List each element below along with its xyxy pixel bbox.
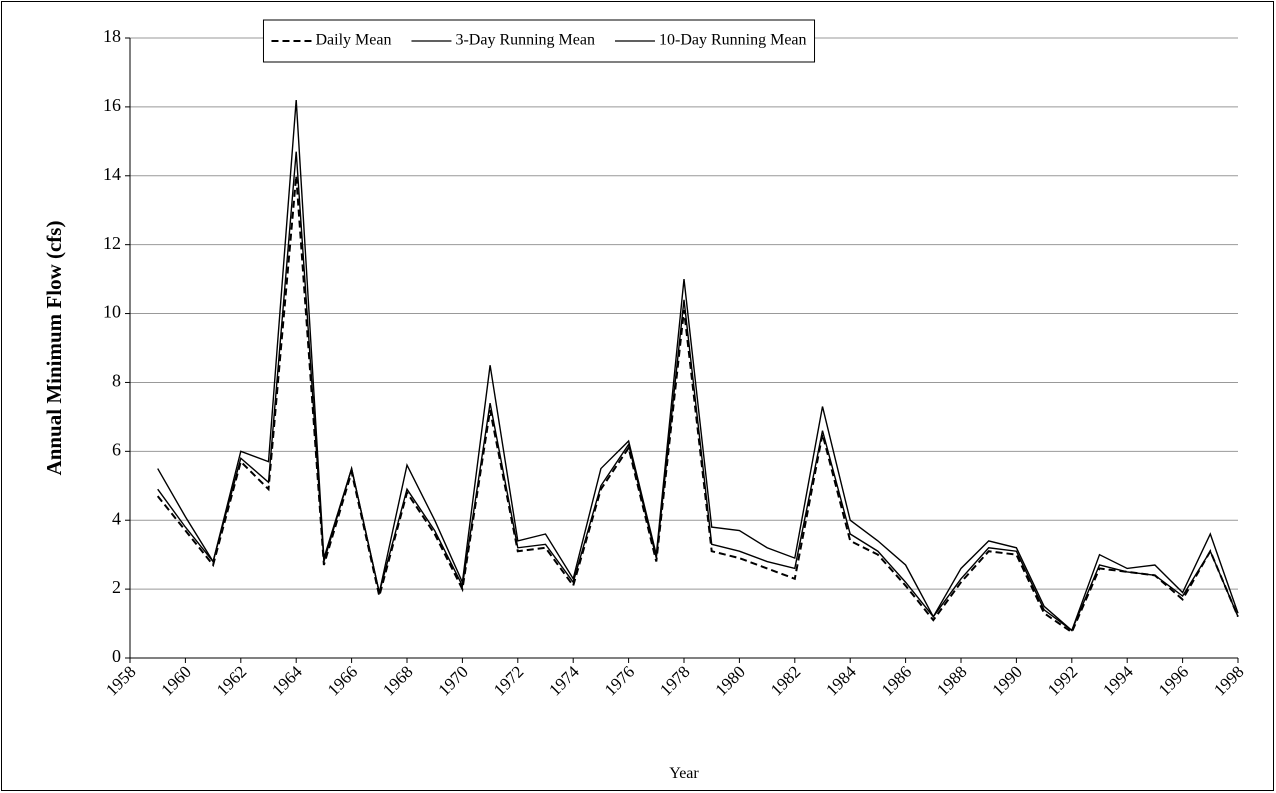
x-tick-label: 1996 (1155, 662, 1192, 699)
y-tick-label: 4 (112, 508, 121, 528)
x-tick-label: 1970 (435, 662, 472, 699)
y-tick-label: 0 (112, 646, 121, 666)
x-tick-label: 1962 (213, 662, 250, 699)
y-tick-label: 8 (112, 371, 121, 391)
legend-label: 3-Day Running Mean (455, 32, 595, 49)
x-tick-label: 1968 (379, 662, 416, 699)
x-tick-label: 1974 (545, 662, 583, 700)
x-tick-label: 1988 (933, 662, 970, 699)
series-line (157, 151, 1239, 632)
x-tick-label: 1982 (767, 662, 804, 699)
x-tick-label: 1978 (656, 662, 693, 699)
legend-box (262, 19, 816, 63)
y-axis-label: Annual Minimum Flow (cfs) (42, 221, 66, 476)
x-tick-label: 1960 (158, 662, 195, 699)
x-tick-label: 1986 (878, 662, 915, 699)
x-tick-label: 1980 (712, 662, 749, 699)
y-tick-label: 16 (103, 95, 121, 115)
x-tick-label: 1994 (1099, 662, 1137, 700)
y-tick-label: 10 (103, 302, 121, 322)
legend-label: Daily Mean (315, 32, 391, 49)
y-tick-label: 18 (103, 26, 121, 46)
series-line (157, 99, 1239, 632)
x-tick-label: 1998 (1210, 662, 1247, 699)
x-tick-label: 1966 (324, 662, 361, 699)
x-tick-label: 1992 (1044, 662, 1081, 699)
legend-label: 10-Day Running Mean (659, 32, 807, 49)
x-tick-label: 1964 (268, 662, 306, 700)
x-tick-label: 1990 (989, 662, 1026, 699)
x-tick-label: 1976 (601, 662, 638, 699)
y-tick-label: 2 (112, 577, 121, 597)
x-tick-label: 1958 (102, 662, 139, 699)
series-line (156, 175, 1239, 634)
y-tick-label: 6 (112, 439, 121, 459)
y-tick-label: 12 (103, 233, 121, 253)
x-tick-label: 1972 (490, 662, 527, 699)
y-tick-label: 14 (103, 164, 121, 184)
x-axis-label: Year (669, 765, 699, 782)
x-tick-label: 1984 (822, 662, 860, 700)
